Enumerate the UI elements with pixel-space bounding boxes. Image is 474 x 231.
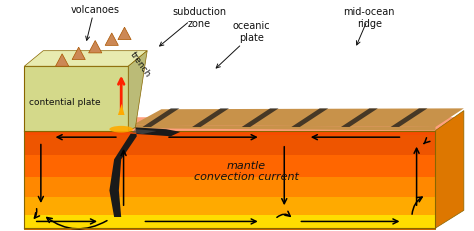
Polygon shape (143, 109, 179, 128)
Polygon shape (118, 104, 125, 116)
Text: subduction
zone: subduction zone (172, 7, 226, 29)
Text: oceanic
plate: oceanic plate (232, 21, 270, 42)
Polygon shape (24, 67, 128, 131)
FancyArrowPatch shape (38, 145, 43, 202)
Polygon shape (341, 109, 378, 128)
FancyArrowPatch shape (47, 218, 107, 229)
Polygon shape (118, 28, 131, 40)
Text: contential plate: contential plate (29, 98, 100, 107)
FancyArrowPatch shape (145, 219, 256, 224)
FancyArrowPatch shape (35, 209, 39, 218)
FancyArrowPatch shape (414, 149, 419, 205)
Text: volcanoes: volcanoes (71, 5, 120, 15)
Polygon shape (24, 155, 436, 177)
Polygon shape (105, 34, 118, 46)
FancyArrowPatch shape (282, 147, 287, 204)
Text: mid-ocean
ridge: mid-ocean ridge (344, 7, 395, 29)
Polygon shape (24, 197, 436, 215)
Polygon shape (128, 52, 147, 131)
Polygon shape (132, 130, 156, 134)
Text: trench: trench (128, 50, 152, 79)
FancyArrowPatch shape (412, 197, 422, 214)
Ellipse shape (109, 126, 133, 133)
Polygon shape (192, 109, 229, 128)
FancyArrowPatch shape (424, 138, 430, 144)
Polygon shape (24, 118, 464, 135)
Polygon shape (24, 215, 436, 228)
Polygon shape (133, 109, 464, 128)
FancyArrowPatch shape (36, 219, 95, 224)
Polygon shape (24, 177, 436, 197)
FancyArrowPatch shape (169, 135, 256, 140)
Polygon shape (72, 48, 85, 60)
FancyArrowPatch shape (57, 135, 116, 140)
FancyArrowPatch shape (312, 135, 400, 140)
FancyArrowPatch shape (277, 211, 290, 217)
Polygon shape (292, 109, 328, 128)
Polygon shape (109, 128, 180, 217)
Polygon shape (55, 55, 69, 67)
FancyArrowPatch shape (301, 219, 398, 224)
Polygon shape (242, 109, 279, 128)
Polygon shape (133, 125, 436, 131)
Polygon shape (24, 228, 436, 230)
Polygon shape (24, 131, 436, 155)
Polygon shape (391, 109, 428, 128)
Text: mantle
convection current: mantle convection current (194, 160, 299, 181)
Polygon shape (436, 111, 464, 228)
Polygon shape (24, 52, 147, 67)
Polygon shape (89, 41, 102, 54)
FancyArrowPatch shape (121, 151, 126, 205)
